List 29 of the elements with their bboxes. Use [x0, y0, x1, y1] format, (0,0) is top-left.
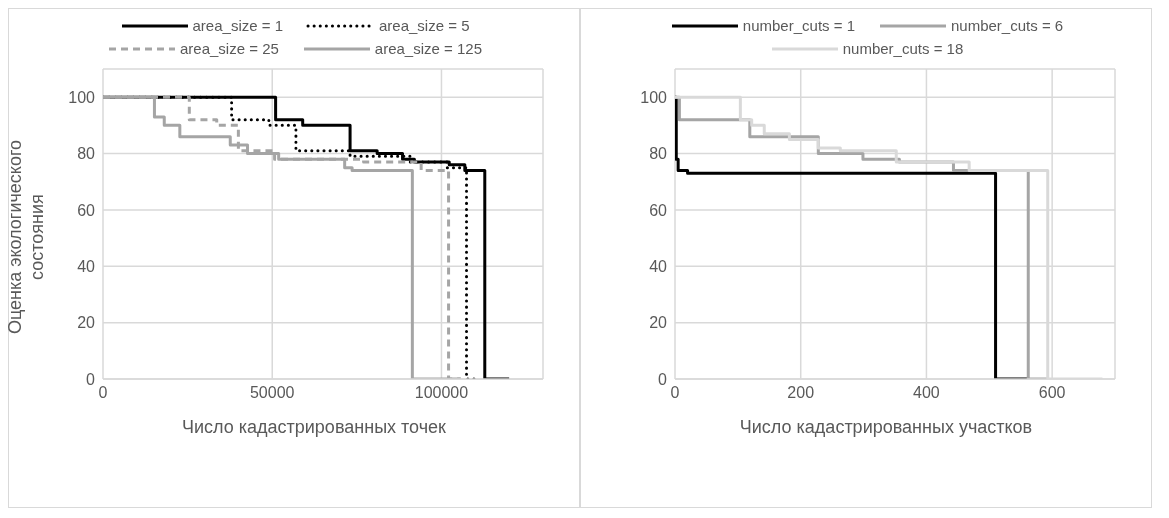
legend-label: number_cuts = 6 — [951, 17, 1064, 34]
y-tick-label: 20 — [649, 314, 668, 332]
y-tick-label: 40 — [649, 257, 668, 275]
x-axis-title: Число кадастрированных участков — [738, 417, 1034, 438]
y-axis-title: Оценка экологического состояния — [4, 138, 48, 337]
x-axis-title: Число кадастрированных точек — [181, 417, 447, 438]
x-tick-label: 200 — [787, 384, 815, 402]
y-tick-label: 0 — [86, 370, 96, 388]
x-tick-label: 600 — [1038, 384, 1066, 402]
y-tick-label: 0 — [658, 370, 668, 388]
y-tick-label: 80 — [77, 145, 96, 163]
y-tick-label: 80 — [649, 145, 668, 163]
legend-label: area_size = 125 — [374, 40, 482, 57]
x-tick-label: 400 — [913, 384, 940, 402]
legend-label: area_size = 5 — [379, 17, 470, 34]
y-tick-label: 60 — [77, 201, 96, 219]
x-tick-label: 0 — [98, 384, 108, 402]
x-tick-label: 50000 — [249, 384, 295, 402]
legend-label: area_size = 25 — [180, 40, 279, 57]
legend-label: area_size = 1 — [192, 17, 283, 34]
y-tick-label: 40 — [77, 257, 96, 275]
y-tick-label: 100 — [68, 88, 96, 106]
y-tick-label: 20 — [77, 314, 96, 332]
x-tick-label: 100000 — [414, 384, 469, 402]
x-tick-label: 0 — [670, 384, 680, 402]
legend-label: number_cuts = 18 — [842, 40, 964, 57]
y-tick-label: 60 — [649, 201, 668, 219]
legend-label: number_cuts = 1 — [742, 17, 855, 34]
y-tick-label: 100 — [640, 88, 668, 106]
